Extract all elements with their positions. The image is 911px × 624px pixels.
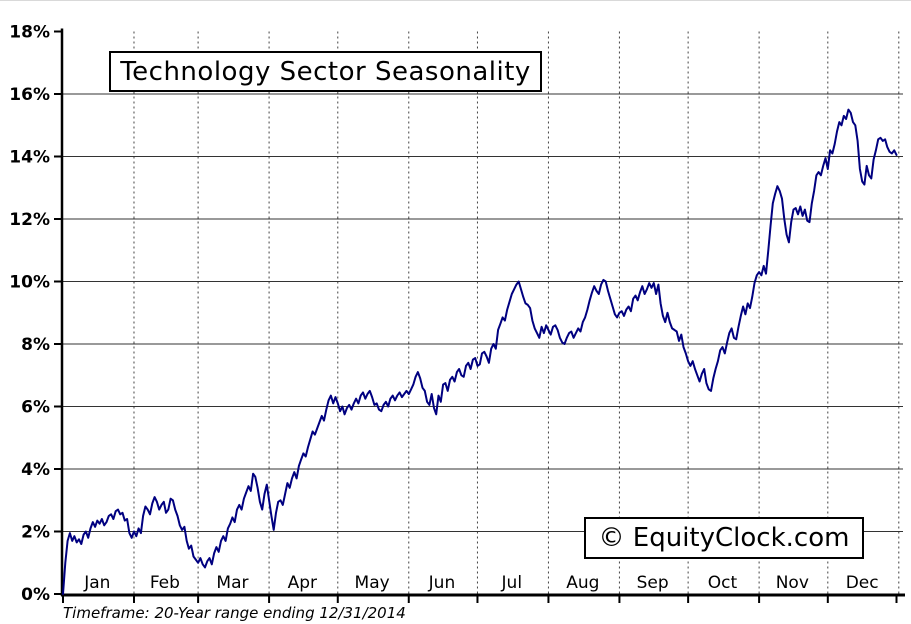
month-label: Oct — [708, 573, 738, 593]
chart-title: Technology Sector Seasonality — [120, 56, 531, 87]
month-label: Jan — [83, 573, 110, 593]
month-label: Jul — [501, 573, 523, 593]
month-label: Apr — [288, 573, 317, 593]
y-tick-label: 4% — [21, 460, 50, 480]
month-label: Dec — [846, 573, 879, 593]
month-label: Feb — [150, 573, 180, 593]
y-tick-label: 16% — [9, 85, 50, 105]
y-tick-label: 0% — [21, 585, 50, 605]
timeframe-caption: Timeframe: 20-Year range ending 12/31/20… — [63, 604, 406, 622]
y-tick-label: 8% — [21, 335, 50, 355]
y-tick-label: 2% — [21, 523, 50, 543]
month-label: Jun — [428, 573, 456, 593]
series-line — [62, 108, 898, 595]
y-tick-label: 6% — [21, 398, 50, 418]
y-tick-label: 10% — [9, 273, 50, 293]
month-label: Sep — [637, 573, 669, 593]
y-tick-label: 12% — [9, 210, 50, 230]
month-label: Nov — [776, 573, 809, 593]
month-label: Mar — [216, 573, 248, 593]
watermark-box: © EquityClock.com — [584, 517, 864, 559]
chart-title-box: Technology Sector Seasonality — [109, 51, 542, 92]
y-tick-label: 18% — [9, 23, 50, 43]
y-tick-label: 14% — [9, 148, 50, 168]
month-label: May — [355, 573, 390, 593]
month-label: Aug — [566, 573, 599, 593]
watermark-text: © EquityClock.com — [598, 523, 850, 553]
